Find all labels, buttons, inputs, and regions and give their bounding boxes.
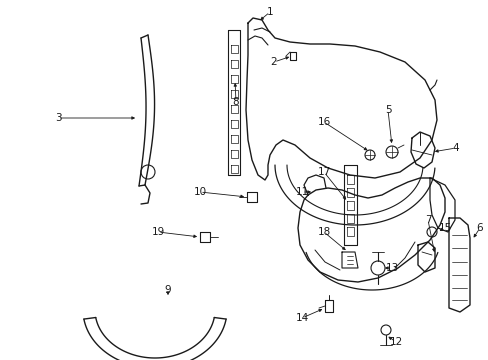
Text: 2: 2 [270,57,277,67]
Text: 7: 7 [424,215,430,225]
Text: 17: 17 [317,167,330,177]
Text: 16: 16 [317,117,330,127]
Text: 11: 11 [295,187,308,197]
Text: 6: 6 [476,223,482,233]
Text: 13: 13 [385,263,398,273]
Text: 5: 5 [384,105,390,115]
Text: 12: 12 [388,337,402,347]
Text: 10: 10 [193,187,206,197]
Text: 18: 18 [317,227,330,237]
Text: 8: 8 [232,97,239,107]
Text: 15: 15 [437,223,451,233]
Text: 1: 1 [266,7,273,17]
Text: 9: 9 [164,285,171,295]
Text: 3: 3 [55,113,61,123]
Text: 4: 4 [452,143,458,153]
Text: 19: 19 [151,227,164,237]
Text: 14: 14 [295,313,308,323]
